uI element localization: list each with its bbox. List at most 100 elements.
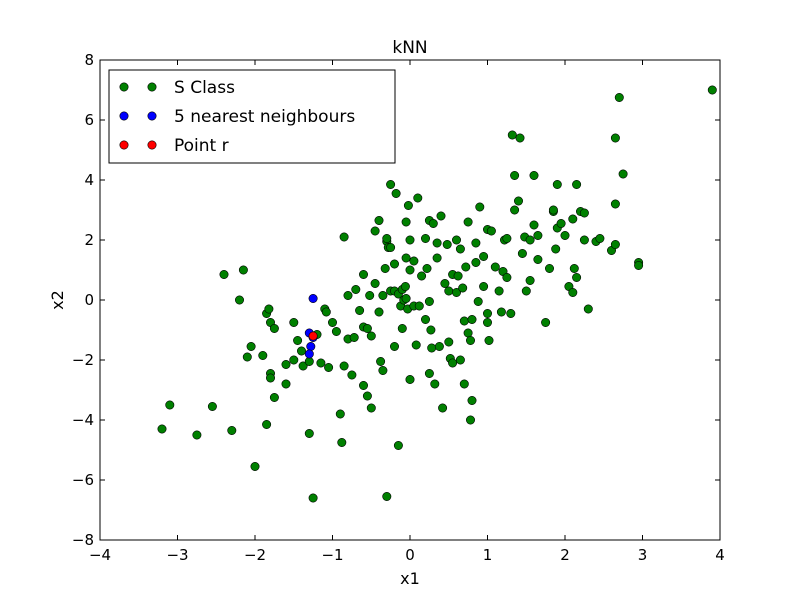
y-tick-label-8: 8 xyxy=(84,51,94,69)
y-tick-label-2: −4 xyxy=(72,411,94,429)
point-s-class-24 xyxy=(293,335,303,345)
point-s-class-35 xyxy=(327,317,337,327)
point-s-class-165 xyxy=(541,317,551,327)
point-s-class-51 xyxy=(362,323,372,333)
point-s-class-139 xyxy=(482,317,492,327)
point-s-class-5 xyxy=(219,269,229,279)
point-s-class-70 xyxy=(389,259,399,269)
point-s-class-121 xyxy=(455,244,465,254)
point-s-class-102 xyxy=(427,343,437,353)
point-s-class-0 xyxy=(157,424,167,434)
x-tick-label-2: −2 xyxy=(244,546,266,564)
point-s-class-80 xyxy=(400,281,410,291)
point-s-class-38 xyxy=(337,437,347,447)
point-s-class-61 xyxy=(378,290,388,300)
point-s-class-42 xyxy=(343,290,353,300)
y-tick-label-6: 4 xyxy=(84,171,94,189)
point-s-class-93 xyxy=(414,301,424,311)
x-tick-label-0: −4 xyxy=(89,546,111,564)
point-s-class-120 xyxy=(455,355,465,365)
point-s-class-9 xyxy=(246,341,256,351)
legend-label-s-class: S Class xyxy=(174,78,235,98)
point-s-class-108 xyxy=(436,211,446,221)
point-s-class-52 xyxy=(365,290,375,300)
point-s-class-143 xyxy=(490,262,500,272)
point-s-class-94 xyxy=(417,271,427,281)
point-s-class-58 xyxy=(374,216,384,226)
point-s-class-125 xyxy=(461,262,471,272)
point-s-class-55 xyxy=(370,278,380,288)
point-s-class-26 xyxy=(298,361,308,371)
point-s-class-169 xyxy=(551,244,561,254)
point-s-class-127 xyxy=(463,217,473,227)
point-s-class-170 xyxy=(552,180,562,190)
point-s-class-21 xyxy=(281,379,291,389)
point-s-class-54 xyxy=(366,331,376,341)
point-s-class-65 xyxy=(382,491,392,501)
point-s-class-18 xyxy=(269,323,279,333)
point-s-class-151 xyxy=(507,130,517,140)
point-s-class-136 xyxy=(479,281,489,291)
point-s-class-10 xyxy=(250,461,260,471)
point-s-class-144 xyxy=(494,286,504,296)
point-s-class-28 xyxy=(304,428,314,438)
point-5-nearest-neighbours-3 xyxy=(304,349,314,359)
y-tick-label-1: −6 xyxy=(72,471,94,489)
point-s-class-12 xyxy=(262,419,272,429)
point-s-class-194 xyxy=(707,85,717,95)
point-s-class-96 xyxy=(420,234,430,244)
point-s-class-90 xyxy=(409,256,419,266)
point-s-class-82 xyxy=(401,293,411,303)
point-s-class-37 xyxy=(335,409,345,419)
point-s-class-25 xyxy=(296,346,306,356)
legend-marker-point-r-a xyxy=(119,140,129,150)
point-s-class-183 xyxy=(583,304,593,314)
point-s-class-156 xyxy=(517,249,527,259)
point-s-class-177 xyxy=(569,263,579,273)
point-s-class-181 xyxy=(579,208,589,218)
point-s-class-119 xyxy=(453,271,463,281)
point-s-class-123 xyxy=(459,316,469,326)
point-s-class-20 xyxy=(281,359,291,369)
point-s-class-92 xyxy=(413,193,423,203)
point-s-class-113 xyxy=(444,286,454,296)
x-tick-label-1: −3 xyxy=(166,546,188,564)
point-s-class-182 xyxy=(579,235,589,245)
point-s-class-7 xyxy=(238,265,248,275)
x-tick-label-8: 4 xyxy=(715,546,725,564)
y-tick-label-3: −2 xyxy=(72,351,94,369)
point-s-class-72 xyxy=(389,341,399,351)
x-tick-label-4: 0 xyxy=(405,546,415,564)
point-s-class-87 xyxy=(405,374,415,384)
legend-label-point-r: Point r xyxy=(174,136,229,156)
point-s-class-64 xyxy=(382,234,392,244)
point-s-class-11 xyxy=(258,350,268,360)
point-s-class-160 xyxy=(525,235,535,245)
point-s-class-49 xyxy=(358,269,368,279)
point-s-class-185 xyxy=(595,234,605,244)
point-s-class-115 xyxy=(448,358,458,368)
legend-marker-5-nearest-neighbours-a xyxy=(119,111,129,121)
point-s-class-48 xyxy=(358,380,368,390)
point-s-class-159 xyxy=(525,275,535,285)
point-s-class-152 xyxy=(510,205,520,215)
point-s-class-193 xyxy=(634,260,644,270)
point-s-class-191 xyxy=(618,169,628,179)
point-s-class-187 xyxy=(610,240,620,250)
y-tick-label-7: 6 xyxy=(84,111,94,129)
point-s-class-178 xyxy=(572,180,582,190)
point-s-class-158 xyxy=(521,286,531,296)
point-s-class-188 xyxy=(610,133,620,143)
point-5-nearest-neighbours-2 xyxy=(306,341,316,351)
point-s-class-124 xyxy=(459,379,469,389)
point-s-class-104 xyxy=(430,379,440,389)
legend-marker-point-r-b xyxy=(147,140,157,150)
point-s-class-34 xyxy=(324,362,334,372)
point-s-class-99 xyxy=(424,368,434,378)
y-tick-labels: −8 −6 −4 −2 0 2 4 6 8 xyxy=(72,51,94,549)
y-tick-label-4: 0 xyxy=(84,291,94,309)
point-s-class-101 xyxy=(426,325,436,335)
point-s-class-6 xyxy=(235,295,245,305)
point-s-class-138 xyxy=(482,308,492,318)
